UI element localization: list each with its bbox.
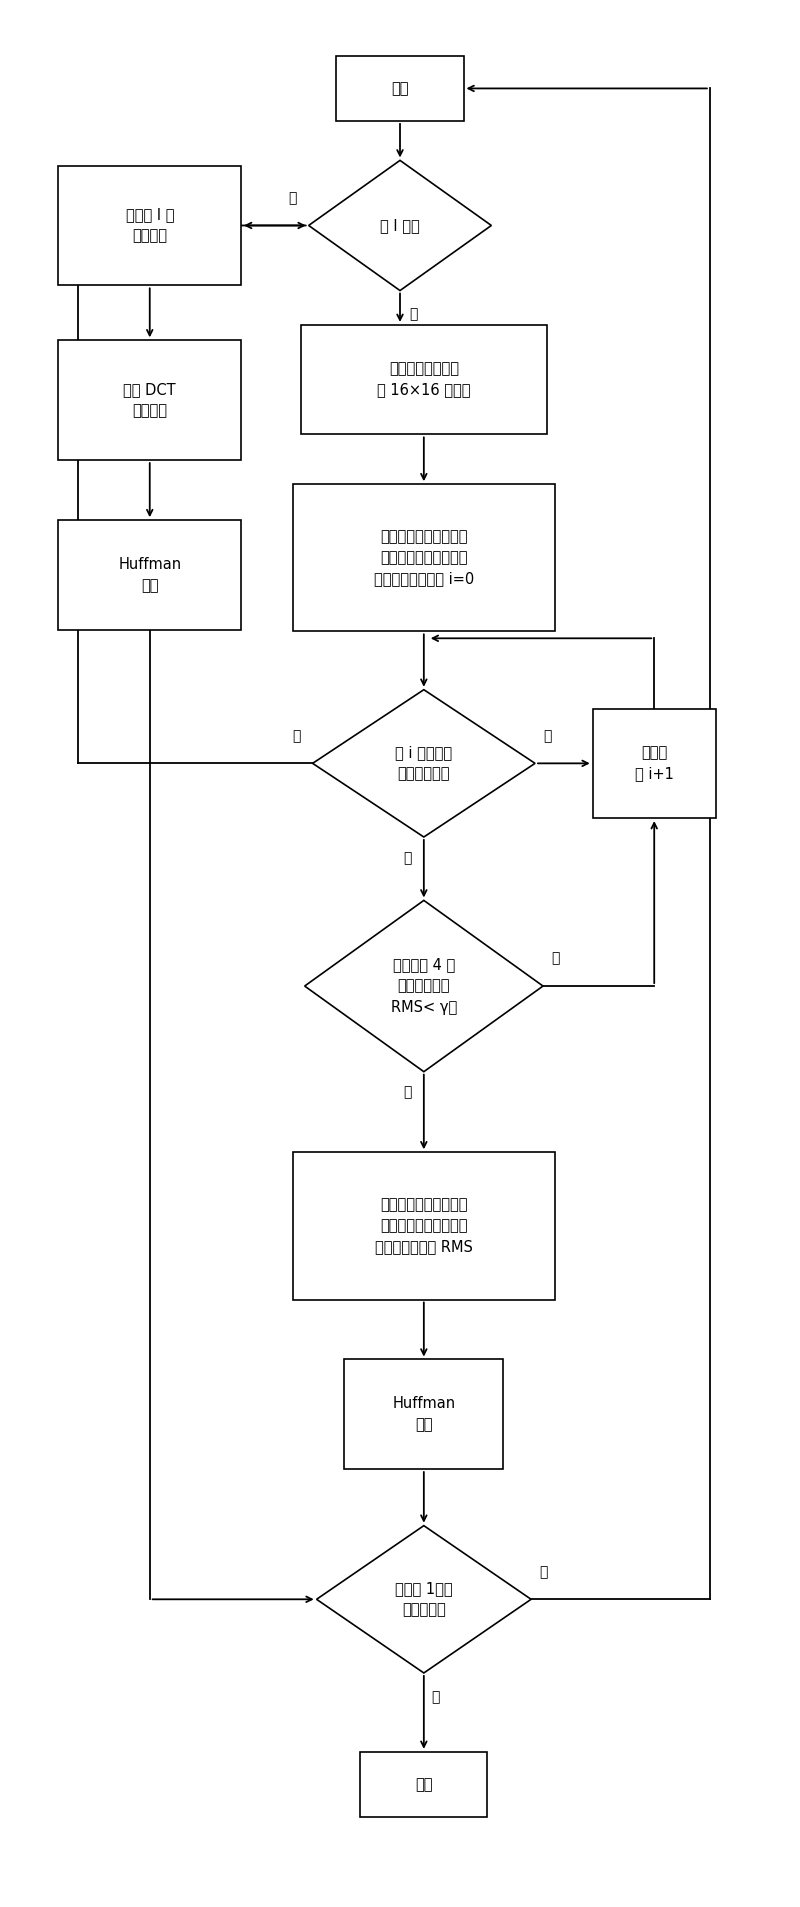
Text: 真: 真 [551, 952, 559, 965]
Text: 真: 真 [288, 191, 297, 204]
Bar [337, 55, 463, 120]
Polygon shape [313, 690, 535, 837]
Bar [58, 339, 241, 460]
Bar [360, 1753, 487, 1817]
Text: 真: 真 [292, 728, 301, 744]
Text: 将图像划分为若干
个 16×16 的宏块: 将图像划分为若干 个 16×16 的宏块 [377, 362, 470, 399]
Bar [293, 1152, 555, 1299]
Text: 真: 真 [432, 1690, 440, 1705]
Text: 帧数加 1，为
最后一帧？: 帧数加 1，为 最后一帧？ [395, 1581, 453, 1617]
Text: 假: 假 [403, 851, 412, 864]
Text: 结束: 结束 [415, 1777, 433, 1793]
Text: 假: 假 [539, 1566, 547, 1579]
Bar [58, 521, 241, 629]
Bar [344, 1360, 503, 1468]
Text: 假: 假 [410, 307, 418, 322]
Text: 保存参
数 i+1: 保存参 数 i+1 [634, 746, 674, 782]
Text: Huffman
编码: Huffman 编码 [118, 557, 182, 593]
Text: 第 i 个宏块，
超出宏块数？: 第 i 个宏块， 超出宏块数？ [395, 746, 452, 782]
Bar [301, 324, 547, 435]
Text: 假: 假 [403, 1085, 412, 1100]
Bar [293, 484, 555, 631]
Text: 依次按照 4 种
模式计算判断
RMS< γ？: 依次按照 4 种 模式计算判断 RMS< γ？ [390, 957, 457, 1015]
Polygon shape [305, 900, 543, 1072]
Polygon shape [317, 1526, 531, 1672]
Bar [58, 166, 241, 286]
Text: 为 I 帧？: 为 I 帧？ [380, 217, 420, 233]
Text: Huffman
编码: Huffman 编码 [392, 1396, 455, 1432]
Text: 真: 真 [543, 728, 551, 744]
Text: 初始化 I 帧
编码信息: 初始化 I 帧 编码信息 [126, 208, 174, 244]
Text: 按照下一级子块模式划
分顺序，匹配每一个子
块，得到最小的 RMS: 按照下一级子块模式划 分顺序，匹配每一个子 块，得到最小的 RMS [375, 1198, 473, 1255]
Text: 采用 DCT
编码方式: 采用 DCT 编码方式 [123, 381, 176, 418]
Bar [593, 709, 716, 818]
Polygon shape [309, 160, 491, 290]
Text: 左目: 左目 [391, 80, 409, 95]
Text: 计算左目中与子块有关
的值；计算前一帧中与
父块有关的值；令 i=0: 计算左目中与子块有关 的值；计算前一帧中与 父块有关的值；令 i=0 [374, 530, 474, 585]
